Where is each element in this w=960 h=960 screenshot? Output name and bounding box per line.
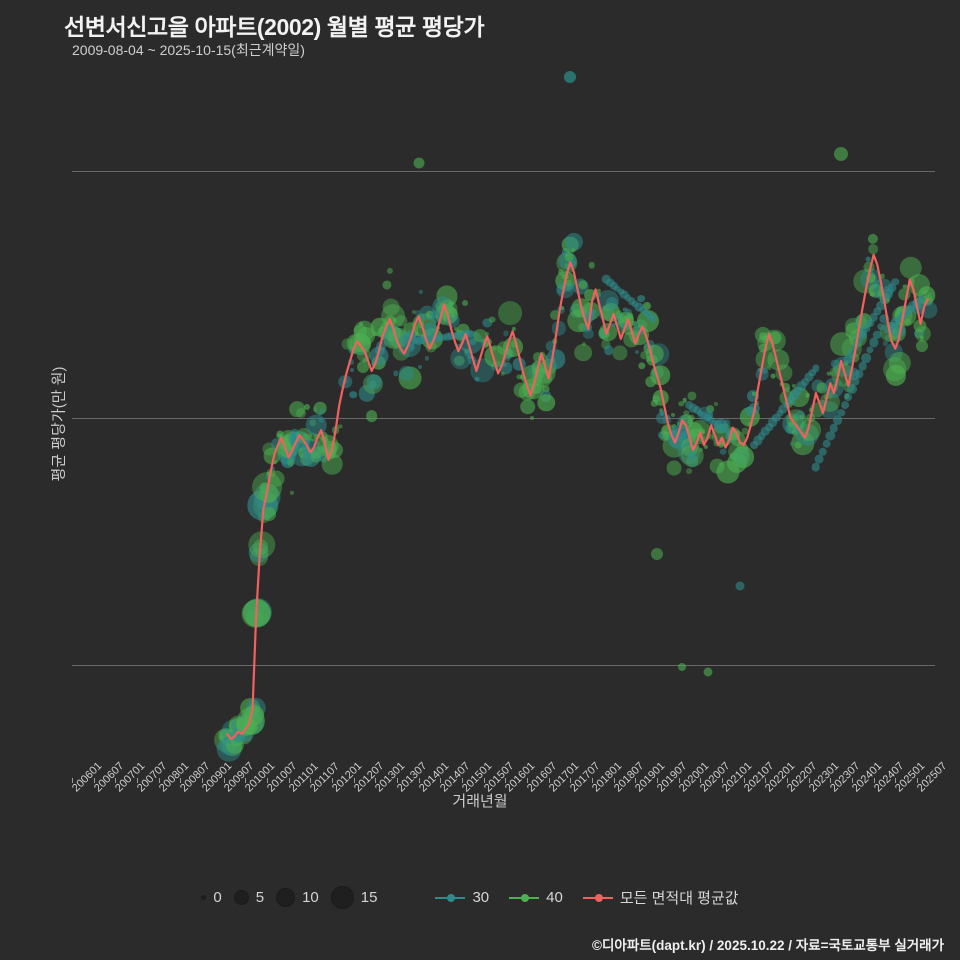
x-axis-tick [72,778,73,783]
legend-series-label: 30 [472,889,490,906]
legend-size-item[interactable]: 5 [233,889,276,906]
x-axis-tick [526,778,528,783]
legend-size-item[interactable]: 10 [276,888,331,907]
x-axis-tick [548,778,550,783]
legend-series-list: 30 40 모든 면적대 평균값 [435,887,758,908]
x-axis-tick [830,778,832,783]
legend-size-label: 15 [360,889,378,906]
legend-series-marker-icon [582,891,613,905]
legend-series-marker-icon [435,891,466,905]
x-axis-tick [916,778,918,783]
y-axis-title: 평균 평당가(만 원) [50,366,68,482]
x-axis-tick [635,778,637,783]
legend-size-scale: 0 5 10 15 [201,886,389,909]
x-axis-tick [743,778,745,783]
x-axis-tick [440,778,442,783]
x-axis-tick [158,778,160,783]
x-axis-tick [895,778,897,783]
x-axis-tick [201,778,203,783]
x-axis-tick [765,778,767,783]
x-axis-tick [591,778,593,783]
page-subtitle: 2009-08-04 ~ 2025-10-15(최근계약일) [72,42,305,58]
plot-area: 평균 평당가(만 원) 400500600 [51,70,938,776]
legend-series-marker-icon [509,891,540,905]
legend-series-item[interactable]: 30 [435,889,503,906]
legend-size-label: 10 [302,889,319,906]
legend-series-label: 40 [546,889,563,906]
x-axis-tick [288,778,290,783]
x-axis-tick [656,778,658,783]
x-axis-tick [786,778,788,783]
x-axis-tick [873,778,875,783]
page-title: 선변서신고을 아파트(2002) 월별 평균 평당가 [64,14,485,40]
x-axis-tick [223,778,225,783]
legend-size-dot-icon [233,890,249,905]
average-line-layer [226,253,929,741]
x-axis: 200601 200607 200701 200707 200801 200807 2009… [70,760,949,848]
x-axis-tick [136,778,138,783]
legend-size-item[interactable]: 15 [330,886,390,909]
gridline-y [72,170,935,172]
x-axis-tick [851,778,853,783]
legend-series-item[interactable]: 40 [509,889,577,906]
legend-size-label: 0 [213,889,222,906]
legend-size-dot-icon [276,888,296,907]
x-axis-tick [353,778,355,783]
x-axis-tick [418,778,420,783]
legend-size-item[interactable]: 0 [201,889,233,906]
x-axis-title: 거래년월 [452,793,508,810]
x-axis-tick [266,778,268,783]
x-axis-tick [331,778,333,783]
gridline-y [72,417,935,419]
legend-series-item[interactable]: 모든 면적대 평균값 [582,887,753,908]
x-axis-tick [700,778,702,783]
x-axis-tick [310,778,312,783]
x-axis-tick [245,778,247,783]
gridline-y [72,664,935,666]
x-axis-tick [505,778,507,783]
x-axis-tick [180,778,182,783]
x-axis-tick [115,778,117,783]
x-axis-tick [613,778,615,783]
x-axis-tick [396,778,398,783]
x-axis-tick [375,778,377,783]
x-axis-tick [461,778,463,783]
legend-size-dot-icon [330,886,354,909]
average-line [226,253,929,741]
footer-credit: ©디아파트(dapt.kr) / 2025.10.22 / 자료=국토교통부 실… [592,938,944,953]
x-axis-tick [678,778,680,783]
legend-size-label: 5 [255,889,265,906]
legend-series-label: 모든 면적대 평균값 [619,890,739,907]
x-axis-tick [808,778,810,783]
x-axis-tick [93,778,95,783]
legend-size-dot-icon [201,895,207,900]
x-axis-tick [483,778,485,783]
x-axis-tick [570,778,572,783]
x-axis-tick [721,778,723,783]
chart-legend: 0 5 10 15 30 40 모든 면적대 평균값 [0,886,960,909]
